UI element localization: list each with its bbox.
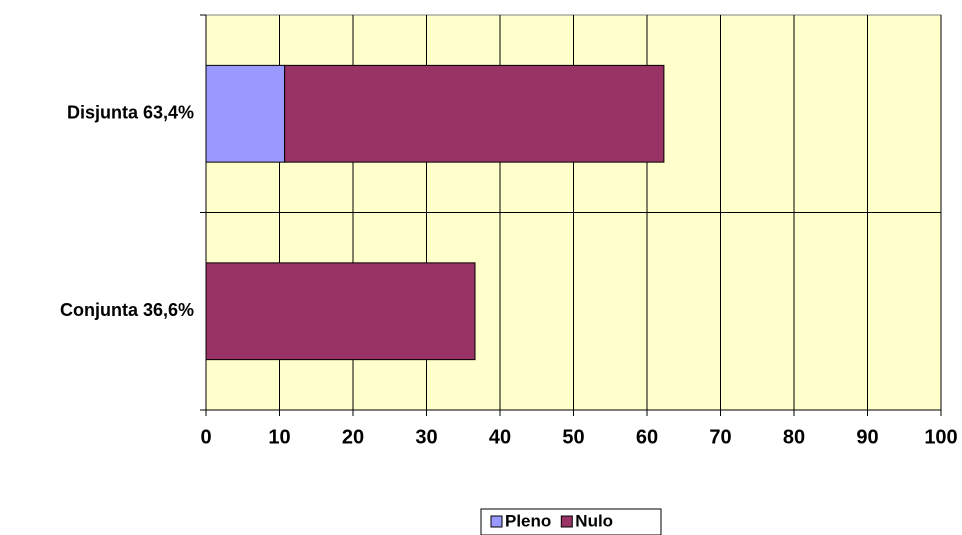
x-tick-label: 20	[342, 426, 364, 448]
x-tick-label: 30	[415, 426, 437, 448]
bar-segment	[205, 64, 286, 163]
legend-swatch	[560, 515, 573, 528]
x-tick-label: 80	[783, 426, 805, 448]
x-tick-label: 0	[200, 426, 211, 448]
legend-label: Pleno	[505, 511, 551, 530]
bar-segment	[205, 262, 476, 361]
x-tick-label: 50	[562, 426, 584, 448]
y-tick-label: Disjunta 63,4%	[67, 103, 194, 123]
bar-segment	[284, 64, 665, 163]
x-tick-label: 10	[268, 426, 290, 448]
x-tick-label: 40	[489, 426, 511, 448]
x-tick-label: 60	[636, 426, 658, 448]
legend-label: Nulo	[575, 511, 613, 530]
y-tick-label: Conjunta 36,6%	[60, 300, 194, 320]
x-tick-label: 100	[924, 426, 957, 448]
x-tick-label: 90	[856, 426, 878, 448]
x-tick-label: 70	[709, 426, 731, 448]
legend-swatch	[490, 515, 503, 528]
